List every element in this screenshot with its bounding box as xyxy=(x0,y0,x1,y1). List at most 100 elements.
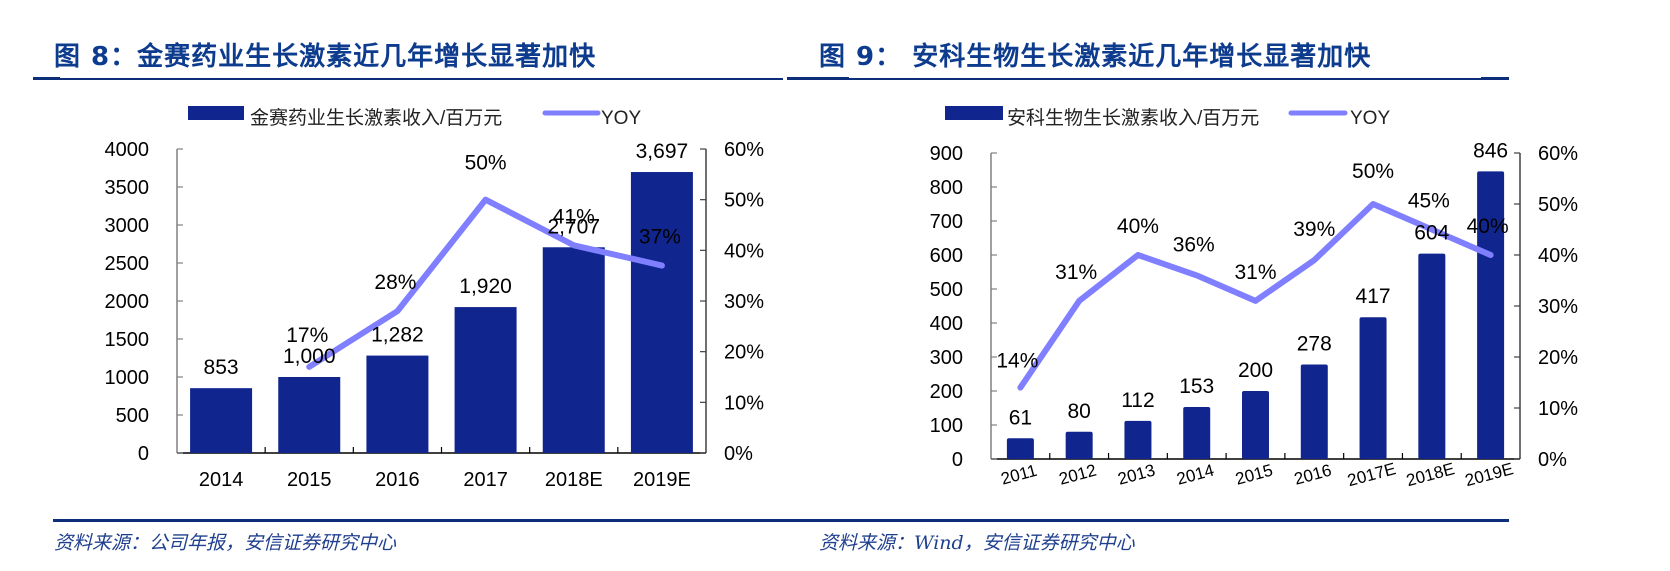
legend-line-label: YOY xyxy=(601,108,641,129)
left-axis-tick-label: 3500 xyxy=(105,177,150,199)
left-axis-tick-label: 900 xyxy=(930,143,963,165)
bar-value-label: 417 xyxy=(1356,285,1391,308)
yoy-value-label: 50% xyxy=(465,152,507,175)
x-axis-tick-label: 2019E xyxy=(1463,459,1515,490)
x-axis-tick-label: 2012 xyxy=(1057,461,1098,489)
bar-value-label: 278 xyxy=(1297,332,1332,355)
line-series xyxy=(306,196,665,370)
bar xyxy=(190,388,253,453)
x-axis-tick-label: 2016 xyxy=(1292,461,1333,489)
x-axis-tick-label: 2017 xyxy=(463,469,508,491)
right-axis-tick-label: 60% xyxy=(724,139,764,161)
bar-value-label: 1,000 xyxy=(283,345,336,368)
right-axis-tick-label: 10% xyxy=(724,392,764,414)
figure-8-panel: 图 8：金赛药业生长激素近几年增长显著加快 金赛药业生长激素收入/百万元 YOY 0… xyxy=(33,42,835,554)
left-axis-tick-label: 1000 xyxy=(105,367,150,389)
footer-rule xyxy=(821,519,1509,522)
title-rule-tail xyxy=(1331,78,1509,80)
yoy-line xyxy=(306,196,665,370)
yoy-value-label: 39% xyxy=(1293,218,1335,241)
left-axis-tick-label: 200 xyxy=(930,381,963,403)
x-axis-tick-label: 2018E xyxy=(545,469,603,491)
x-axis-tick-label: 2019E xyxy=(633,469,691,491)
right-axis-tick-label: 40% xyxy=(724,240,764,262)
bar-value-label: 1,920 xyxy=(459,275,512,298)
yoy-value-label: 31% xyxy=(1055,261,1097,284)
right-axis-tick-label: 0% xyxy=(724,443,753,465)
bar-series xyxy=(1006,171,1505,460)
x-axis-tick-label: 2011 xyxy=(999,461,1039,489)
bar-value-label: 112 xyxy=(1121,389,1154,412)
figure-9-source: 资料来源：Wind，安信证券研究中心 xyxy=(819,532,1135,554)
left-axis-tick-label: 2000 xyxy=(105,291,150,313)
left-axis-tick-label: 4000 xyxy=(105,139,150,161)
bar-value-label: 153 xyxy=(1179,375,1214,398)
left-axis-tick-label: 300 xyxy=(930,347,963,369)
right-axis-tick-label: 50% xyxy=(1538,194,1578,216)
bar-series xyxy=(190,172,693,453)
bar-value-label: 200 xyxy=(1238,359,1273,382)
bar-value-label: 80 xyxy=(1067,400,1090,423)
legend-bar-swatch xyxy=(945,106,1003,120)
bar xyxy=(1183,406,1211,459)
left-axis-tick-label: 1500 xyxy=(105,329,150,351)
legend-line-label: YOY xyxy=(1350,108,1390,129)
bar-value-label: 1,282 xyxy=(371,324,424,347)
bar xyxy=(1300,364,1328,459)
footer-rule xyxy=(53,519,835,522)
left-axis-tick-label: 0 xyxy=(138,443,149,465)
yoy-value-label: 40% xyxy=(1117,215,1159,238)
x-axis-tick-label: 2016 xyxy=(375,469,420,491)
x-axis-tick-label: 2017E xyxy=(1345,459,1397,490)
left-axis-tick-label: 3000 xyxy=(105,215,150,237)
left-axis-tick-label: 800 xyxy=(930,177,963,199)
x-axis-tick-label: 2018E xyxy=(1404,459,1456,490)
line-series xyxy=(1017,201,1494,391)
left-axis-tick-label: 100 xyxy=(930,415,963,437)
bar-value-label: 61 xyxy=(1009,406,1032,429)
yoy-value-label: 37% xyxy=(639,226,681,249)
figure-9-title: 图 9： 安科生物生长激素近几年增长显著加快 xyxy=(819,42,1372,72)
x-axis-tick-label: 2014 xyxy=(199,469,244,491)
legend-bar-swatch xyxy=(188,106,244,120)
left-axis-tick-label: 500 xyxy=(930,279,963,301)
title-rule xyxy=(33,78,783,80)
title-rule xyxy=(821,78,1331,80)
right-axis-tick-label: 30% xyxy=(1538,296,1578,318)
figure-8-chart: 金赛药业生长激素收入/百万元 YOY 0 500 1000 1500 2000 2500 300… xyxy=(105,106,764,491)
bar-value-label: 604 xyxy=(1414,222,1449,245)
chart-legend: 安科生物生长激素收入/百万元 YOY xyxy=(945,106,1390,129)
x-axis-tick-label: 2014 xyxy=(1175,461,1216,489)
bar xyxy=(1359,317,1387,459)
chart-legend: 金赛药业生长激素收入/百万元 YOY xyxy=(188,106,641,129)
left-axis-tick-label: 500 xyxy=(116,405,149,427)
figure-9-chart: 安科生物生长激素收入/百万元 YOY 0 100 200 300 400 500 600 700 8… xyxy=(930,106,1578,490)
title-rule-right-cap xyxy=(787,77,833,80)
yoy-value-label: 36% xyxy=(1173,233,1215,256)
yoy-value-label: 28% xyxy=(374,271,416,294)
yoy-value-label: 50% xyxy=(1352,160,1394,183)
bar xyxy=(1242,391,1269,459)
left-axis-tick-label: 700 xyxy=(930,211,963,233)
yoy-value-label: 31% xyxy=(1234,261,1276,284)
bar xyxy=(278,377,341,453)
right-axis-tick-label: 40% xyxy=(1538,245,1578,267)
yoy-value-label: 14% xyxy=(996,350,1038,373)
right-axis-tick-label: 0% xyxy=(1538,449,1567,471)
bar xyxy=(366,355,429,453)
x-axis-tick-label: 2015 xyxy=(1233,461,1274,489)
bar xyxy=(1418,253,1446,459)
bar xyxy=(1065,431,1093,459)
right-axis-tick-label: 50% xyxy=(724,190,764,212)
figure-8-source: 资料来源：公司年报，安信证券研究中心 xyxy=(54,532,397,554)
legend-bar-label: 金赛药业生长激素收入/百万元 xyxy=(250,107,502,129)
figure-9-panel: 图 9： 安科生物生长激素近几年增长显著加快 安科生物生长激素收入/百万元 YOY… xyxy=(819,0,1670,571)
left-axis-tick-label: 400 xyxy=(930,313,963,335)
bar xyxy=(630,172,693,453)
bar xyxy=(1006,438,1034,459)
left-axis-tick-label: 2500 xyxy=(105,253,150,275)
yoy-value-label: 40% xyxy=(1467,215,1509,238)
legend-bar-label: 安科生物生长激素收入/百万元 xyxy=(1007,107,1259,129)
right-axis-tick-label: 60% xyxy=(1538,143,1578,165)
right-axis-tick-label: 20% xyxy=(724,342,764,364)
